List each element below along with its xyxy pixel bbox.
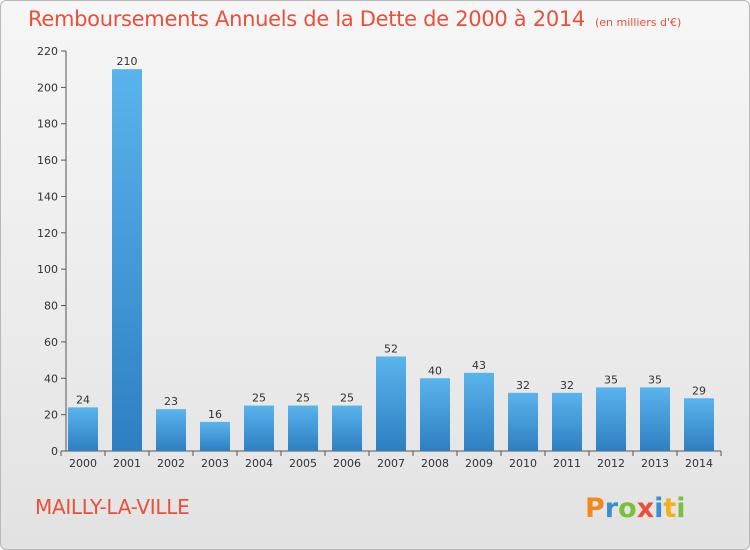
x-tick-label: 2004: [245, 457, 273, 470]
data-label: 210: [117, 55, 138, 68]
data-label: 32: [560, 379, 574, 392]
bar-2000: [68, 407, 98, 451]
x-tick-label: 2010: [509, 457, 537, 470]
data-label: 35: [648, 373, 662, 386]
y-tick-label: 180: [37, 118, 58, 131]
title-text: Remboursements Annuels de la Dette de 20…: [28, 7, 585, 31]
y-tick-label: 200: [37, 81, 58, 94]
data-label: 32: [516, 379, 530, 392]
data-labels: 24 210 23 16 25 25 25 52 40 43 32 32 35 35 29: [76, 55, 706, 421]
x-tick-label: 2014: [685, 457, 713, 470]
title-unit: (en milliers d'€): [595, 16, 682, 29]
data-label: 23: [164, 395, 178, 408]
bar-2008: [420, 378, 450, 451]
y-tick-label: 40: [44, 372, 58, 385]
x-tick-label: 2008: [421, 457, 449, 470]
y-tick-label: 0: [51, 445, 58, 458]
commune-name: MAILLY-LA-VILLE: [35, 495, 190, 519]
x-tick-label: 2002: [157, 457, 185, 470]
x-tick-label: 2001: [113, 457, 141, 470]
bar-2014: [684, 398, 714, 451]
data-label: 40: [428, 364, 442, 377]
bar-2012: [596, 387, 626, 451]
bar-2007: [376, 356, 406, 451]
data-label: 16: [208, 408, 222, 421]
data-label: 43: [472, 359, 486, 372]
data-label: 25: [296, 392, 310, 405]
bar-2005: [288, 405, 318, 451]
y-tick-label: 120: [37, 227, 58, 240]
data-label: 52: [384, 342, 398, 355]
bars: [68, 69, 714, 451]
bar-2013: [640, 387, 670, 451]
y-tick-label: 20: [44, 409, 58, 422]
bar-2003: [200, 421, 230, 451]
bar-2002: [156, 409, 186, 451]
bar-2006: [332, 405, 362, 451]
x-tick-label: 2011: [553, 457, 581, 470]
x-tick-label: 2006: [333, 457, 361, 470]
y-tick-label: 60: [44, 336, 58, 349]
y-tick-label: 160: [37, 154, 58, 167]
chart-title: Remboursements Annuels de la Dette de 20…: [28, 7, 681, 31]
x-tick-label: 2005: [289, 457, 317, 470]
y-tick-label: 80: [44, 300, 58, 313]
data-label: 35: [604, 373, 618, 386]
bar-2004: [244, 405, 274, 451]
x-tick-label: 2012: [597, 457, 625, 470]
data-label: 29: [692, 384, 706, 397]
data-label: 25: [252, 392, 266, 405]
axes: 0 20 40 60 80 100 120 140 160 180 200 220 2000 2001 20…: [37, 45, 722, 470]
y-tick-label: 140: [37, 190, 58, 203]
proxiti-logo: Proxiti: [585, 493, 686, 524]
bar-2011: [552, 392, 582, 451]
x-tick-label: 2009: [465, 457, 493, 470]
x-tick-label: 2013: [641, 457, 669, 470]
bar-2001: [112, 69, 142, 451]
bar-2010: [508, 392, 538, 451]
y-tick-label: 220: [37, 45, 58, 58]
svg-text:Proxiti: Proxiti: [585, 493, 686, 524]
data-label: 24: [76, 393, 90, 406]
x-tick-label: 2003: [201, 457, 229, 470]
y-tick-label: 100: [37, 263, 58, 276]
bar-2009: [464, 372, 494, 451]
data-label: 25: [340, 392, 354, 405]
x-tick-label: 2007: [377, 457, 405, 470]
x-tick-label: 2000: [69, 457, 97, 470]
